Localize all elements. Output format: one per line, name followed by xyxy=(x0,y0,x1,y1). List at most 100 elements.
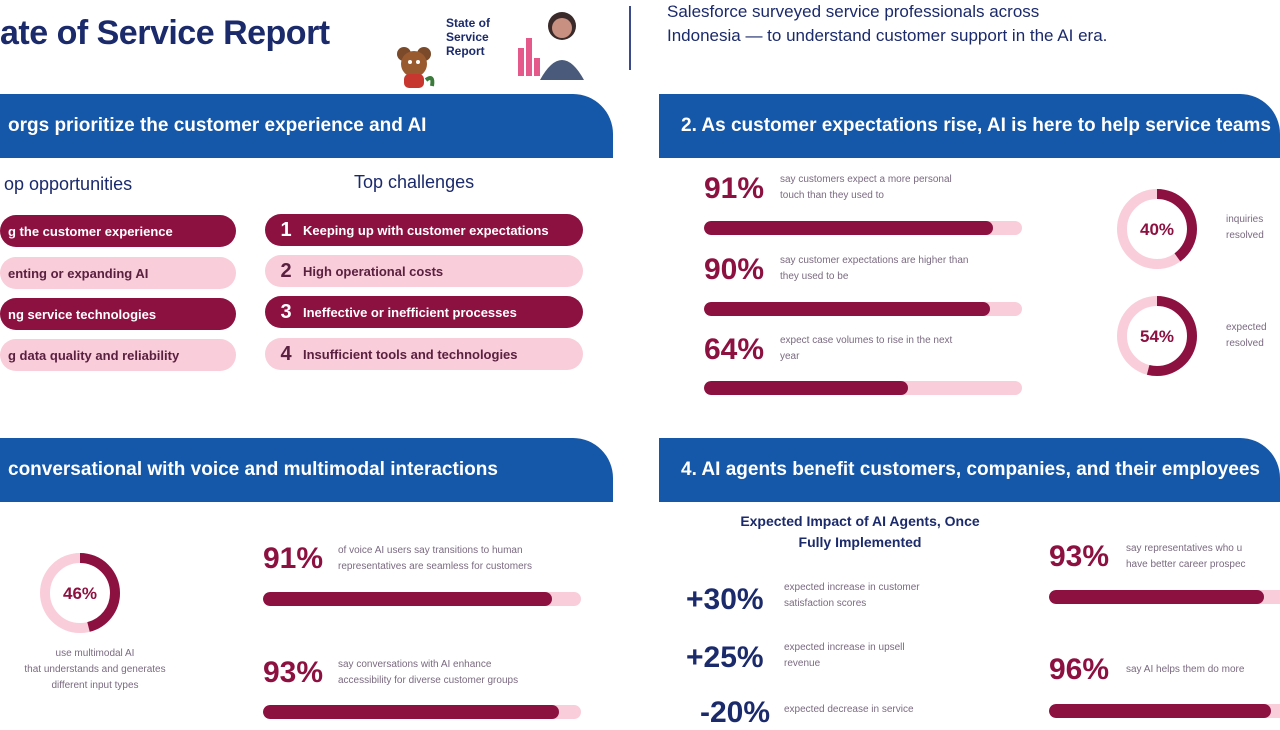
opportunity-item: ng service technologies xyxy=(0,298,236,330)
caption-line: use multimodal AI xyxy=(55,648,135,659)
caption-line: different input types xyxy=(51,680,139,691)
stat-value: 91% xyxy=(263,542,324,575)
impact-value: +30% xyxy=(686,583,764,616)
report-title: ate of Service Report xyxy=(0,14,330,52)
stat-value: 64% xyxy=(704,333,765,366)
stat-bar-fill xyxy=(704,381,908,395)
stat-bar xyxy=(263,592,581,606)
opportunity-label: g data quality and reliability xyxy=(8,347,180,363)
stat-line: say customers expect a more personal xyxy=(780,174,952,185)
impact-line: expected increase in customer xyxy=(784,582,920,593)
stat-bar-fill xyxy=(263,592,553,606)
impact-description: expected increase in customer satisfacti… xyxy=(784,580,984,612)
impact-line: revenue xyxy=(784,658,821,669)
donut-side-text: expected resolved xyxy=(1226,320,1267,352)
challenge-number: 4 xyxy=(280,342,292,365)
intro-line: Salesforce surveyed service professional… xyxy=(667,2,1040,21)
stat-description: say customers expect a more personal tou… xyxy=(780,172,1030,204)
opportunity-item: g the customer experience xyxy=(0,215,236,247)
person-photo xyxy=(516,4,596,80)
challenge-number: 2 xyxy=(280,259,292,282)
stat-line: year xyxy=(780,351,800,362)
challenge-item: 2 High operational costs xyxy=(265,255,583,287)
report-badge: State of Service Report xyxy=(446,16,516,58)
stat-description: say representatives who u have better ca… xyxy=(1126,541,1280,573)
side-line: resolved xyxy=(1226,230,1264,241)
side-line: inquiries xyxy=(1226,214,1264,225)
impact-line: expected increase in upsell xyxy=(784,642,905,653)
stat-description: of voice AI users say transitions to hum… xyxy=(338,543,598,575)
mascot-illustration xyxy=(397,47,435,88)
stat-line: say customer expectations are higher tha… xyxy=(780,255,969,266)
stat-line: say conversations with AI enhance xyxy=(338,659,492,670)
donut-arc xyxy=(1117,189,1197,269)
impact-title-line: Expected Impact of AI Agents, Once xyxy=(740,513,980,529)
donut-label: 46% xyxy=(63,584,97,603)
header-divider xyxy=(629,6,631,70)
stat-description: say customer expectations are higher tha… xyxy=(780,253,1030,285)
stat-line: say representatives who u xyxy=(1126,543,1243,554)
stat-bar-fill xyxy=(1049,590,1264,604)
donut-caption: use multimodal AI that understands and g… xyxy=(20,646,170,694)
stat-bar xyxy=(1049,590,1280,604)
stat-description: expect case volumes to rise in the next … xyxy=(780,333,1030,365)
section4-band: 4. AI agents benefit customers, companie… xyxy=(659,438,1280,502)
impact-line: expected decrease in service xyxy=(784,704,914,715)
stat-description: say AI helps them do more xyxy=(1126,662,1280,678)
stat-line: representatives are seamless for custome… xyxy=(338,561,532,572)
stat-line: accessibility for diverse customer group… xyxy=(338,675,519,686)
challenge-label: Insufficient tools and technologies xyxy=(303,346,518,362)
stat-line: have better career prospec xyxy=(1126,559,1246,570)
stat-value: 96% xyxy=(1049,653,1110,686)
donut-label: 40% xyxy=(1140,220,1174,239)
donut-chart: 40% xyxy=(1117,189,1197,269)
stat-bar xyxy=(1049,704,1280,718)
stat-value: 93% xyxy=(263,656,324,689)
badge-line: State of xyxy=(446,16,491,30)
challenge-number: 1 xyxy=(280,218,292,241)
donut-chart: 46% xyxy=(40,553,120,633)
intro-text: Salesforce surveyed service professional… xyxy=(667,0,1280,48)
badge-line: Report xyxy=(446,44,485,58)
stat-bar xyxy=(704,221,1022,235)
side-line: expected xyxy=(1226,322,1267,333)
challenges-heading: Top challenges xyxy=(354,172,475,192)
challenge-item: 4 Insufficient tools and technologies xyxy=(265,338,583,370)
section2-band: 2. As customer expectations rise, AI is … xyxy=(659,94,1280,158)
section3-band: conversational with voice and multimodal… xyxy=(0,438,613,502)
stat-line: they used to be xyxy=(780,271,849,282)
impact-value: -20% xyxy=(700,696,771,729)
stat-value: 93% xyxy=(1049,540,1110,573)
stat-bar xyxy=(263,705,581,719)
stat-line: say AI helps them do more xyxy=(1126,664,1245,675)
stat-value: 90% xyxy=(704,253,765,286)
donut-side-text: inquiries resolved xyxy=(1226,212,1264,244)
opportunity-label: enting or expanding AI xyxy=(8,265,149,281)
section1-band: orgs prioritize the customer experience … xyxy=(0,94,613,158)
stat-description: say conversations with AI enhance access… xyxy=(338,657,598,689)
stat-value: 91% xyxy=(704,172,765,205)
impact-title: Expected Impact of AI Agents, Once Fully… xyxy=(700,511,1020,553)
challenge-label: Ineffective or inefficient processes xyxy=(303,304,517,320)
impact-description: expected decrease in service xyxy=(784,702,984,718)
impact-value: +25% xyxy=(686,641,764,674)
challenge-item: 1 Keeping up with customer expectations xyxy=(265,214,583,246)
stat-bar-fill xyxy=(704,302,991,316)
caption-line: that understands and generates xyxy=(24,664,166,675)
badge-line: Service xyxy=(446,30,489,44)
challenge-label: Keeping up with customer expectations xyxy=(303,222,549,238)
intro-line: Indonesia — to understand customer suppo… xyxy=(667,26,1108,45)
stat-bar-fill xyxy=(263,705,559,719)
donut-chart: 54% xyxy=(1117,296,1197,376)
opportunity-item: enting or expanding AI xyxy=(0,257,236,289)
opportunity-label: ng service technologies xyxy=(8,306,157,322)
stat-line: expect case volumes to rise in the next xyxy=(780,335,953,346)
impact-title-line: Fully Implemented xyxy=(798,534,922,550)
impact-line: satisfaction scores xyxy=(784,598,867,609)
challenge-number: 3 xyxy=(280,300,292,323)
side-line: resolved xyxy=(1226,338,1264,349)
opportunities-heading: op opportunities xyxy=(4,174,133,194)
stat-line: of voice AI users say transitions to hum… xyxy=(338,545,523,556)
donut-arc xyxy=(1117,296,1197,376)
stat-line: touch than they used to xyxy=(780,190,884,201)
